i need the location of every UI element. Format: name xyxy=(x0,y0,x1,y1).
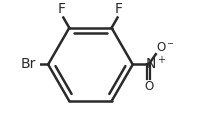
Text: $\mathregular{N}^+$: $\mathregular{N}^+$ xyxy=(145,55,167,72)
Text: Br: Br xyxy=(20,57,36,72)
Text: O: O xyxy=(144,80,153,93)
Text: F: F xyxy=(58,2,66,16)
Text: $\mathregular{O}^-$: $\mathregular{O}^-$ xyxy=(157,41,176,54)
Text: F: F xyxy=(115,2,123,16)
